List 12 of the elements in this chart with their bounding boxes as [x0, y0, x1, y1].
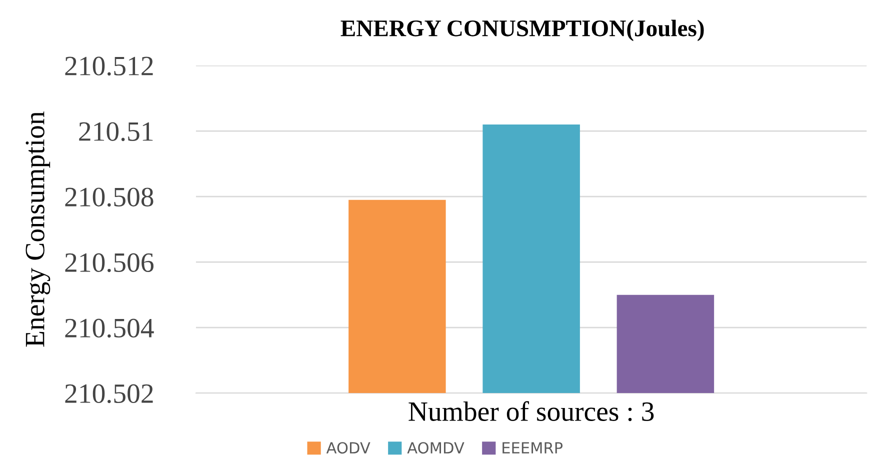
- y-tick-label: 210.504: [65, 318, 154, 338]
- legend-label: AOMDV: [407, 442, 464, 454]
- chart-title: ENERGY CONUSMPTION(Joules): [340, 20, 704, 42]
- y-tick-label: 210.508: [65, 188, 154, 207]
- legend-label: AODV: [326, 442, 370, 454]
- y-tick-label: 210.506: [65, 253, 154, 272]
- legend-label: EEEMRP: [502, 442, 563, 454]
- y-axis-title: Energy Consumption: [26, 112, 50, 347]
- x-tick-label: Number of sources : 3: [408, 401, 654, 422]
- y-tick-label: 210.512: [65, 56, 153, 76]
- y-tick-label: 210.502: [65, 384, 153, 404]
- y-tick-label: 210.51: [79, 122, 153, 142]
